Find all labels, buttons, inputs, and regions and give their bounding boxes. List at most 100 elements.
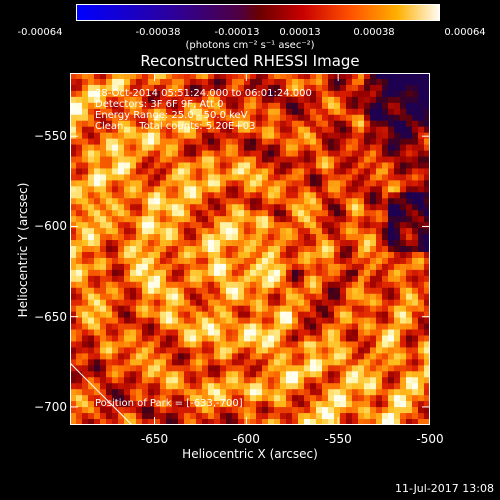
- heatmap-cell: [178, 228, 185, 235]
- heatmap-cell: [352, 102, 359, 110]
- heatmap-cell: [220, 365, 227, 372]
- heatmap-cell: [352, 132, 359, 140]
- heatmap-cell: [160, 192, 167, 199]
- heatmap-cell: [142, 168, 149, 175]
- heatmap-cell: [178, 407, 185, 414]
- heatmap-cell: [274, 287, 281, 295]
- heatmap-cell: [352, 365, 359, 372]
- heatmap-cell: [118, 353, 125, 360]
- heatmap-cell: [196, 234, 203, 241]
- heatmap-cell: [310, 96, 317, 104]
- heatmap-cell: [202, 108, 209, 116]
- heatmap-cell: [244, 257, 251, 265]
- heatmap-cell: [166, 204, 173, 211]
- heatmap-cell: [268, 138, 275, 146]
- heatmap-cell: [304, 228, 311, 235]
- heatmap-cell: [154, 359, 161, 366]
- heatmap-cell: [406, 168, 413, 175]
- heatmap-cell: [154, 174, 161, 181]
- heatmap-cell: [178, 323, 185, 331]
- heatmap-cell: [82, 413, 89, 420]
- heatmap-cell: [358, 317, 365, 325]
- heatmap-cell: [118, 198, 125, 205]
- heatmap-cell: [112, 234, 119, 241]
- heatmap-cell: [148, 126, 155, 134]
- heatmap-cell: [262, 329, 269, 337]
- heatmap-cell: [232, 407, 239, 414]
- heatmap-cell: [202, 138, 209, 146]
- heatmap-cell: [418, 419, 425, 425]
- heatmap-cell: [292, 180, 299, 187]
- heatmap-cell: [250, 311, 257, 319]
- heatmap-cell: [94, 359, 101, 366]
- heatmap-cell: [190, 287, 197, 295]
- heatmap-cell: [172, 228, 179, 235]
- heatmap-cell: [172, 293, 179, 301]
- heatmap-cell: [376, 168, 383, 175]
- heatmap-cell: [214, 281, 221, 289]
- heatmap-cell: [160, 329, 167, 337]
- heatmap-cell: [208, 84, 215, 92]
- heatmap-cell: [274, 317, 281, 325]
- heatmap-cell: [154, 120, 161, 128]
- heatmap-cell: [154, 210, 161, 217]
- heatmap-cell: [406, 263, 413, 271]
- heatmap-cell: [238, 335, 245, 342]
- heatmap-cell: [394, 96, 401, 104]
- heatmap-cell: [220, 311, 227, 319]
- heatmap-cell: [316, 383, 323, 390]
- heatmap-cell: [100, 222, 107, 229]
- heatmap-cell: [76, 222, 83, 229]
- heatmap-cell: [226, 96, 233, 104]
- heatmap-cell: [292, 192, 299, 199]
- heatmap-cell: [154, 126, 161, 134]
- heatmap-cell: [244, 90, 251, 98]
- heatmap-cell: [130, 84, 137, 92]
- heatmap-cell: [352, 281, 359, 289]
- x-tick-label: -600: [232, 432, 260, 446]
- heatmap-cell: [166, 305, 173, 313]
- heatmap-cell: [340, 299, 347, 307]
- heatmap-cell: [130, 192, 137, 199]
- heatmap-cell: [340, 144, 347, 152]
- heatmap-cell: [88, 263, 95, 271]
- heatmap-cell: [268, 174, 275, 181]
- heatmap-cell: [70, 192, 77, 199]
- heatmap-cell: [358, 305, 365, 313]
- heatmap-cell: [268, 246, 275, 253]
- heatmap-cell: [196, 305, 203, 313]
- heatmap-cell: [298, 365, 305, 372]
- heatmap-cell: [70, 353, 77, 360]
- heatmap-cell: [250, 246, 257, 253]
- heatmap-cell: [304, 359, 311, 366]
- heatmap-cell: [136, 222, 143, 229]
- heatmap-cell: [280, 186, 287, 193]
- heatmap-cell: [364, 407, 371, 414]
- heatmap-cell: [142, 102, 149, 110]
- heatmap-cell: [418, 150, 425, 158]
- heatmap-cell: [328, 228, 335, 235]
- heatmap-cell: [280, 371, 287, 378]
- heatmap-cell: [148, 150, 155, 158]
- heatmap-cell: [160, 246, 167, 253]
- heatmap-cell: [112, 413, 119, 420]
- heatmap-cell: [298, 180, 305, 187]
- heatmap-cell: [202, 257, 209, 265]
- heatmap-cell: [82, 299, 89, 307]
- heatmap-cell: [382, 311, 389, 319]
- heatmap-cell: [256, 359, 263, 366]
- heatmap-cell: [406, 192, 413, 199]
- heatmap-cell: [328, 84, 335, 92]
- heatmap-cell: [328, 293, 335, 301]
- heatmap-cell: [202, 174, 209, 181]
- heatmap-cell: [112, 329, 119, 337]
- heatmap-cell: [184, 234, 191, 241]
- heatmap-cell: [286, 275, 293, 283]
- heatmap-cell: [400, 162, 407, 169]
- heatmap-cell: [352, 210, 359, 217]
- heatmap-cell: [352, 299, 359, 307]
- heatmap-cell: [244, 204, 251, 211]
- heatmap-cell: [178, 383, 185, 390]
- heatmap-cell: [268, 96, 275, 104]
- heatmap-cell: [154, 138, 161, 146]
